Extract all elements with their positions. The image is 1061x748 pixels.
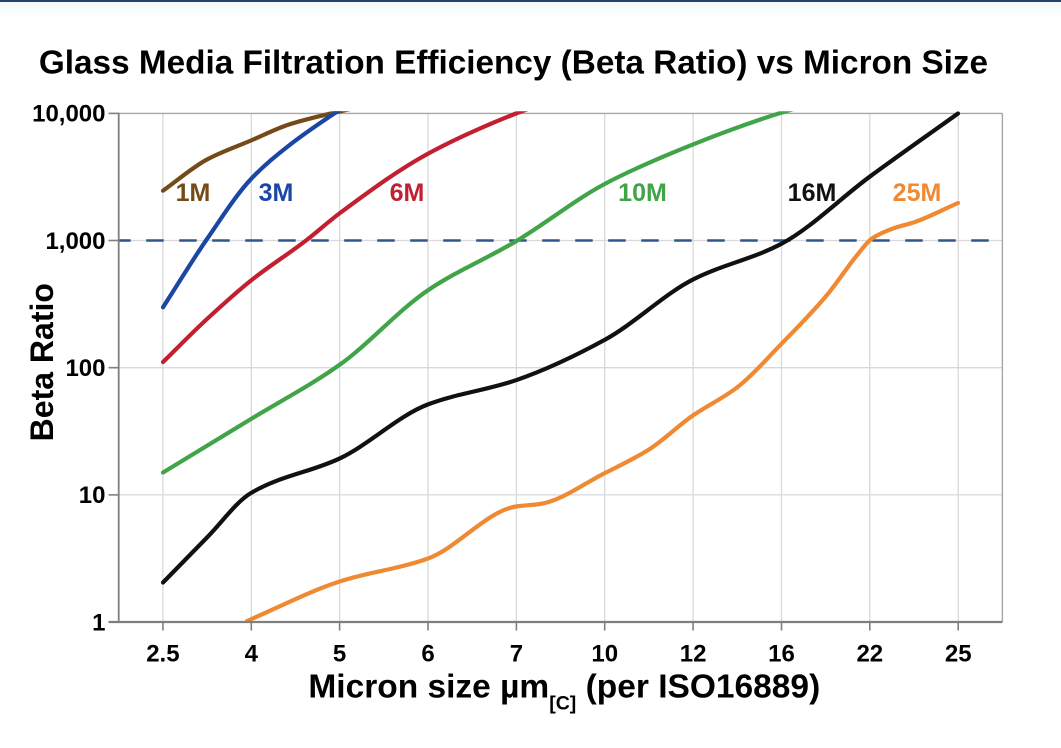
svg-text:1M: 1M [176,179,211,207]
svg-text:25: 25 [945,641,972,668]
svg-text:1: 1 [92,609,105,636]
svg-text:10: 10 [591,641,618,668]
svg-text:Beta Ratio: Beta Ratio [24,283,60,441]
svg-text:10,000: 10,000 [32,101,105,128]
svg-text:25M: 25M [893,179,942,207]
svg-text:1,000: 1,000 [45,228,105,255]
svg-text:7: 7 [510,641,523,668]
svg-text:16: 16 [768,641,795,668]
svg-text:2.5: 2.5 [146,641,179,668]
svg-text:6M: 6M [390,179,425,207]
svg-text:Glass Media Filtration Efficie: Glass Media Filtration Efficiency (Beta … [39,44,988,81]
svg-text:22: 22 [856,641,883,668]
svg-text:10: 10 [79,482,106,509]
svg-text:16M: 16M [788,179,837,207]
svg-text:12: 12 [680,641,707,668]
svg-text:3M: 3M [259,179,294,207]
svg-text:4: 4 [245,641,259,668]
svg-text:5: 5 [333,641,346,668]
svg-text:10M: 10M [618,179,667,207]
svg-text:6: 6 [421,641,434,668]
svg-text:100: 100 [65,355,105,382]
